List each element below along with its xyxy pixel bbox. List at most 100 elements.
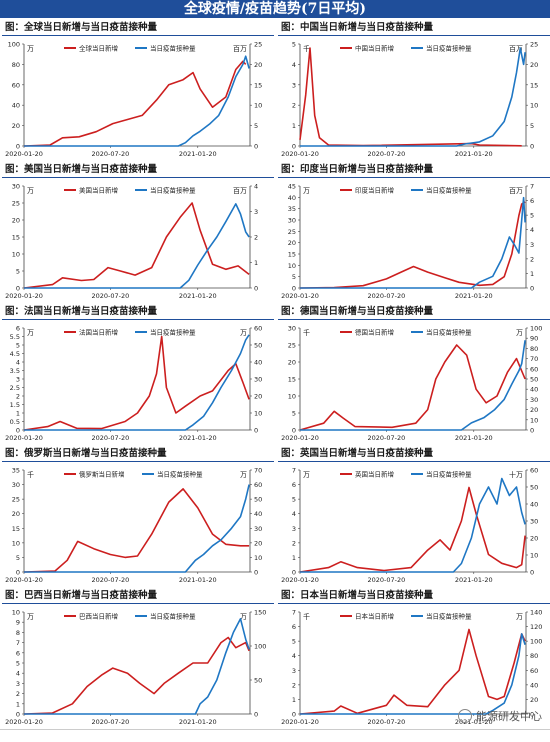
legend-label: 美国当日新增 bbox=[79, 186, 118, 195]
chart-title: 图：美国当日新增与当日疫苗接种量 bbox=[5, 164, 158, 175]
y-unit-right: 百万 bbox=[509, 45, 523, 53]
y-tick-label-left: 30 bbox=[288, 217, 296, 225]
y-tick-label-right: 5 bbox=[530, 212, 534, 220]
y-tick-label-right: 0 bbox=[530, 427, 534, 435]
y-tick-label-right: 100 bbox=[530, 638, 542, 646]
y-tick-label-right: 10 bbox=[254, 410, 262, 418]
y-tick-label-left: 30 bbox=[12, 183, 20, 191]
y-tick-label-left: 4 bbox=[16, 670, 20, 678]
y-tick-label-left: 4 bbox=[292, 510, 296, 518]
chart-title: 图：全球当日新增与当日疫苗接种量 bbox=[5, 22, 158, 33]
y-tick-label-right: 20 bbox=[254, 61, 262, 69]
y-unit-right: 万 bbox=[240, 471, 247, 479]
series-line-cases bbox=[23, 488, 250, 573]
series-line-vaccine bbox=[24, 55, 250, 147]
y-unit-left: 万 bbox=[303, 471, 310, 479]
x-tick-label: 2020-01-20 bbox=[281, 718, 319, 726]
series-line-cases bbox=[23, 636, 250, 715]
chart-panel: 图：俄罗斯当日新增与当日疫苗接种量 0 5 10 15 20 25 30 35 0 10 20 30 40… bbox=[2, 446, 274, 590]
watermark-text: 能源研发中心 bbox=[476, 710, 542, 723]
y-tick-label-right: 80 bbox=[530, 652, 538, 660]
y-tick-label-right: 20 bbox=[254, 393, 262, 401]
y-tick-label-left: 3 bbox=[292, 525, 296, 533]
y-tick-label-right: 100 bbox=[254, 643, 266, 651]
x-tick-label: 2020-01-20 bbox=[281, 576, 319, 584]
y-tick-label-left: 30 bbox=[12, 481, 20, 489]
x-tick-label: 2021-01-20 bbox=[179, 718, 217, 726]
y-tick-label-left: 5 bbox=[292, 273, 296, 281]
y-tick-label-left: 3 bbox=[292, 81, 296, 89]
x-tick-label: 2020-07-20 bbox=[368, 576, 406, 584]
y-tick-label-right: 30 bbox=[254, 525, 262, 533]
legend-label: 当日疫苗接种量 bbox=[426, 186, 472, 195]
y-tick-label-left: 2.5 bbox=[10, 384, 20, 392]
y-tick-label-left: 5 bbox=[16, 268, 20, 276]
wechat-icon bbox=[458, 709, 472, 723]
legend-label: 中国当日新增 bbox=[355, 44, 394, 53]
series-line-cases bbox=[299, 628, 526, 715]
y-tick-label-right: 10 bbox=[530, 102, 538, 110]
y-tick-label-left: 4.5 bbox=[10, 350, 20, 358]
y-tick-label-left: 6 bbox=[292, 623, 296, 631]
y-tick-label-right: 150 bbox=[254, 609, 266, 617]
y-tick-label-left: 0 bbox=[16, 285, 20, 293]
y-tick-label-right: 0 bbox=[254, 143, 258, 151]
title-rule bbox=[2, 177, 274, 178]
page-title: 全球疫情/疫苗趋势(7日平均) bbox=[183, 1, 367, 17]
chart-panel: 图：中国当日新增与当日疫苗接种量 0 1 2 3 4 5 0 5 10 15 20 25 千 百万 2020-… bbox=[278, 20, 550, 164]
y-tick-label-right: 30 bbox=[530, 396, 538, 404]
legend-label: 当日疫苗接种量 bbox=[150, 328, 196, 337]
y-tick-label-right: 30 bbox=[530, 518, 538, 526]
y-tick-label-right: 5 bbox=[254, 122, 258, 130]
legend-label: 全球当日新增 bbox=[79, 44, 118, 53]
x-tick-label: 2021-01-20 bbox=[455, 718, 493, 726]
y-unit-left: 千 bbox=[303, 44, 310, 53]
series-line-vaccine bbox=[24, 334, 250, 431]
legend-label: 德国当日新增 bbox=[355, 328, 394, 337]
x-tick-label: 2021-01-20 bbox=[455, 292, 493, 300]
chart-svg: 0 5 10 15 20 25 30 35 0 10 20 30 40 50 60 70 千 万 2020-01-2… bbox=[5, 467, 262, 585]
chart-title: 图：英国当日新增与当日疫苗接种量 bbox=[281, 448, 434, 459]
series-line-cases bbox=[23, 335, 250, 431]
chart-svg: 0 1 2 3 4 5 6 7 0 10 20 30 40 50 60 万 十万 2020-01-20 2020-0… bbox=[281, 467, 538, 585]
chart-panel: 图：全球当日新增与当日疫苗接种量 0 20 40 60 80 100 0 5 10 15 20 25 万 百… bbox=[2, 20, 274, 164]
y-tick-label-right: 0 bbox=[530, 711, 534, 719]
x-tick-label: 2020-01-20 bbox=[5, 292, 43, 300]
series-line-cases bbox=[299, 201, 526, 289]
y-tick-label-left: 15 bbox=[288, 376, 296, 384]
y-unit-left: 万 bbox=[303, 187, 310, 195]
chart-panel: 图：法国当日新增与当日疫苗接种量 0 0.5 1 1.5 2 2.5 3 3.5 4 4.5 5 5.5… bbox=[2, 304, 274, 448]
y-unit-left: 万 bbox=[27, 613, 34, 621]
watermark: 能源研发中心 bbox=[458, 708, 542, 724]
series-line-vaccine bbox=[300, 340, 526, 431]
y-tick-label-right: 40 bbox=[530, 681, 538, 689]
y-tick-label-right: 90 bbox=[530, 335, 538, 343]
x-tick-label: 2021-01-20 bbox=[179, 150, 217, 158]
y-tick-label-left: 7 bbox=[292, 609, 296, 617]
y-tick-label-left: 5 bbox=[292, 41, 296, 49]
y-tick-label-right: 120 bbox=[530, 623, 542, 631]
y-tick-label-left: 10 bbox=[288, 393, 296, 401]
y-tick-label-left: 100 bbox=[8, 41, 20, 49]
y-tick-label-right: 0 bbox=[254, 285, 258, 293]
x-tick-label: 2020-07-20 bbox=[92, 718, 130, 726]
y-tick-label-left: 1 bbox=[292, 696, 296, 704]
y-tick-label-left: 4 bbox=[16, 359, 20, 367]
y-unit-left: 万 bbox=[27, 187, 34, 195]
y-tick-label-left: 4 bbox=[292, 652, 296, 660]
y-tick-label-right: 20 bbox=[254, 539, 262, 547]
y-tick-label-left: 0 bbox=[292, 285, 296, 293]
series-line-vaccine bbox=[300, 477, 526, 573]
y-unit-right: 百万 bbox=[233, 45, 247, 53]
y-tick-label-left: 10 bbox=[12, 539, 20, 547]
title-rule bbox=[278, 603, 550, 604]
y-tick-label-left: 15 bbox=[12, 525, 20, 533]
y-tick-label-left: 45 bbox=[288, 183, 296, 191]
y-tick-label-right: 60 bbox=[530, 467, 538, 475]
y-unit-right: 百万 bbox=[509, 187, 523, 195]
x-tick-label: 2021-01-20 bbox=[455, 434, 493, 442]
title-rule bbox=[2, 603, 274, 604]
y-tick-label-right: 40 bbox=[530, 386, 538, 394]
y-tick-label-right: 140 bbox=[530, 609, 542, 617]
